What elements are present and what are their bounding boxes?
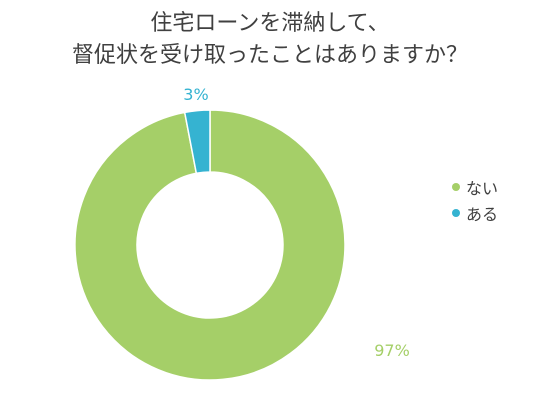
chart-title-line-2: 督促状を受け取ったことはありますか？: [71, 43, 468, 68]
donut-slices: [74, 109, 346, 381]
donut-data-labels: 97% 3%: [183, 85, 409, 360]
chart-title-line-1: 住宅ローンを滞納して、: [150, 11, 390, 36]
legend-item-nai: ない: [452, 174, 498, 200]
legend-label-nai: ない: [466, 179, 499, 198]
slice-aru: [183, 109, 211, 175]
legend-swatch-nai: [452, 183, 460, 191]
slice-nai: [74, 109, 346, 381]
legend-label-aru: ある: [466, 205, 499, 224]
legend-swatch-aru: [452, 209, 460, 217]
chart-legend: ない ある: [452, 174, 498, 226]
legend-item-aru: ある: [452, 200, 498, 226]
data-label-nai: 97%: [374, 341, 410, 360]
chart-title: 住宅ローンを滞納して、 督促状を受け取ったことはありますか？: [0, 8, 540, 72]
data-label-aru: 3%: [183, 85, 208, 104]
